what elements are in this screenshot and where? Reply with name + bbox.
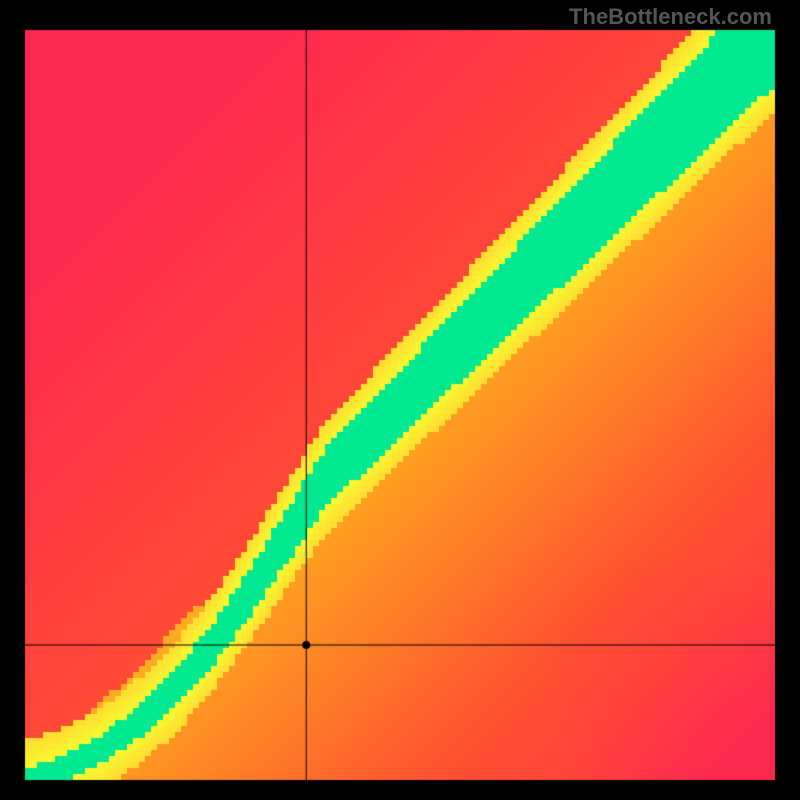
watermark-text: TheBottleneck.com (569, 4, 772, 30)
bottleneck-heatmap (0, 0, 800, 800)
